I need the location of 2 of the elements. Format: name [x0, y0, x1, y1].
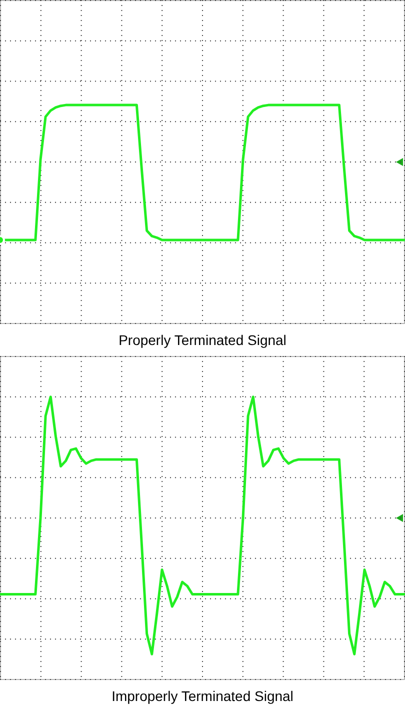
- text: Properly Terminated Signal: [118, 332, 288, 348]
- text: Improperly Terminated Signal: [110, 688, 294, 704]
